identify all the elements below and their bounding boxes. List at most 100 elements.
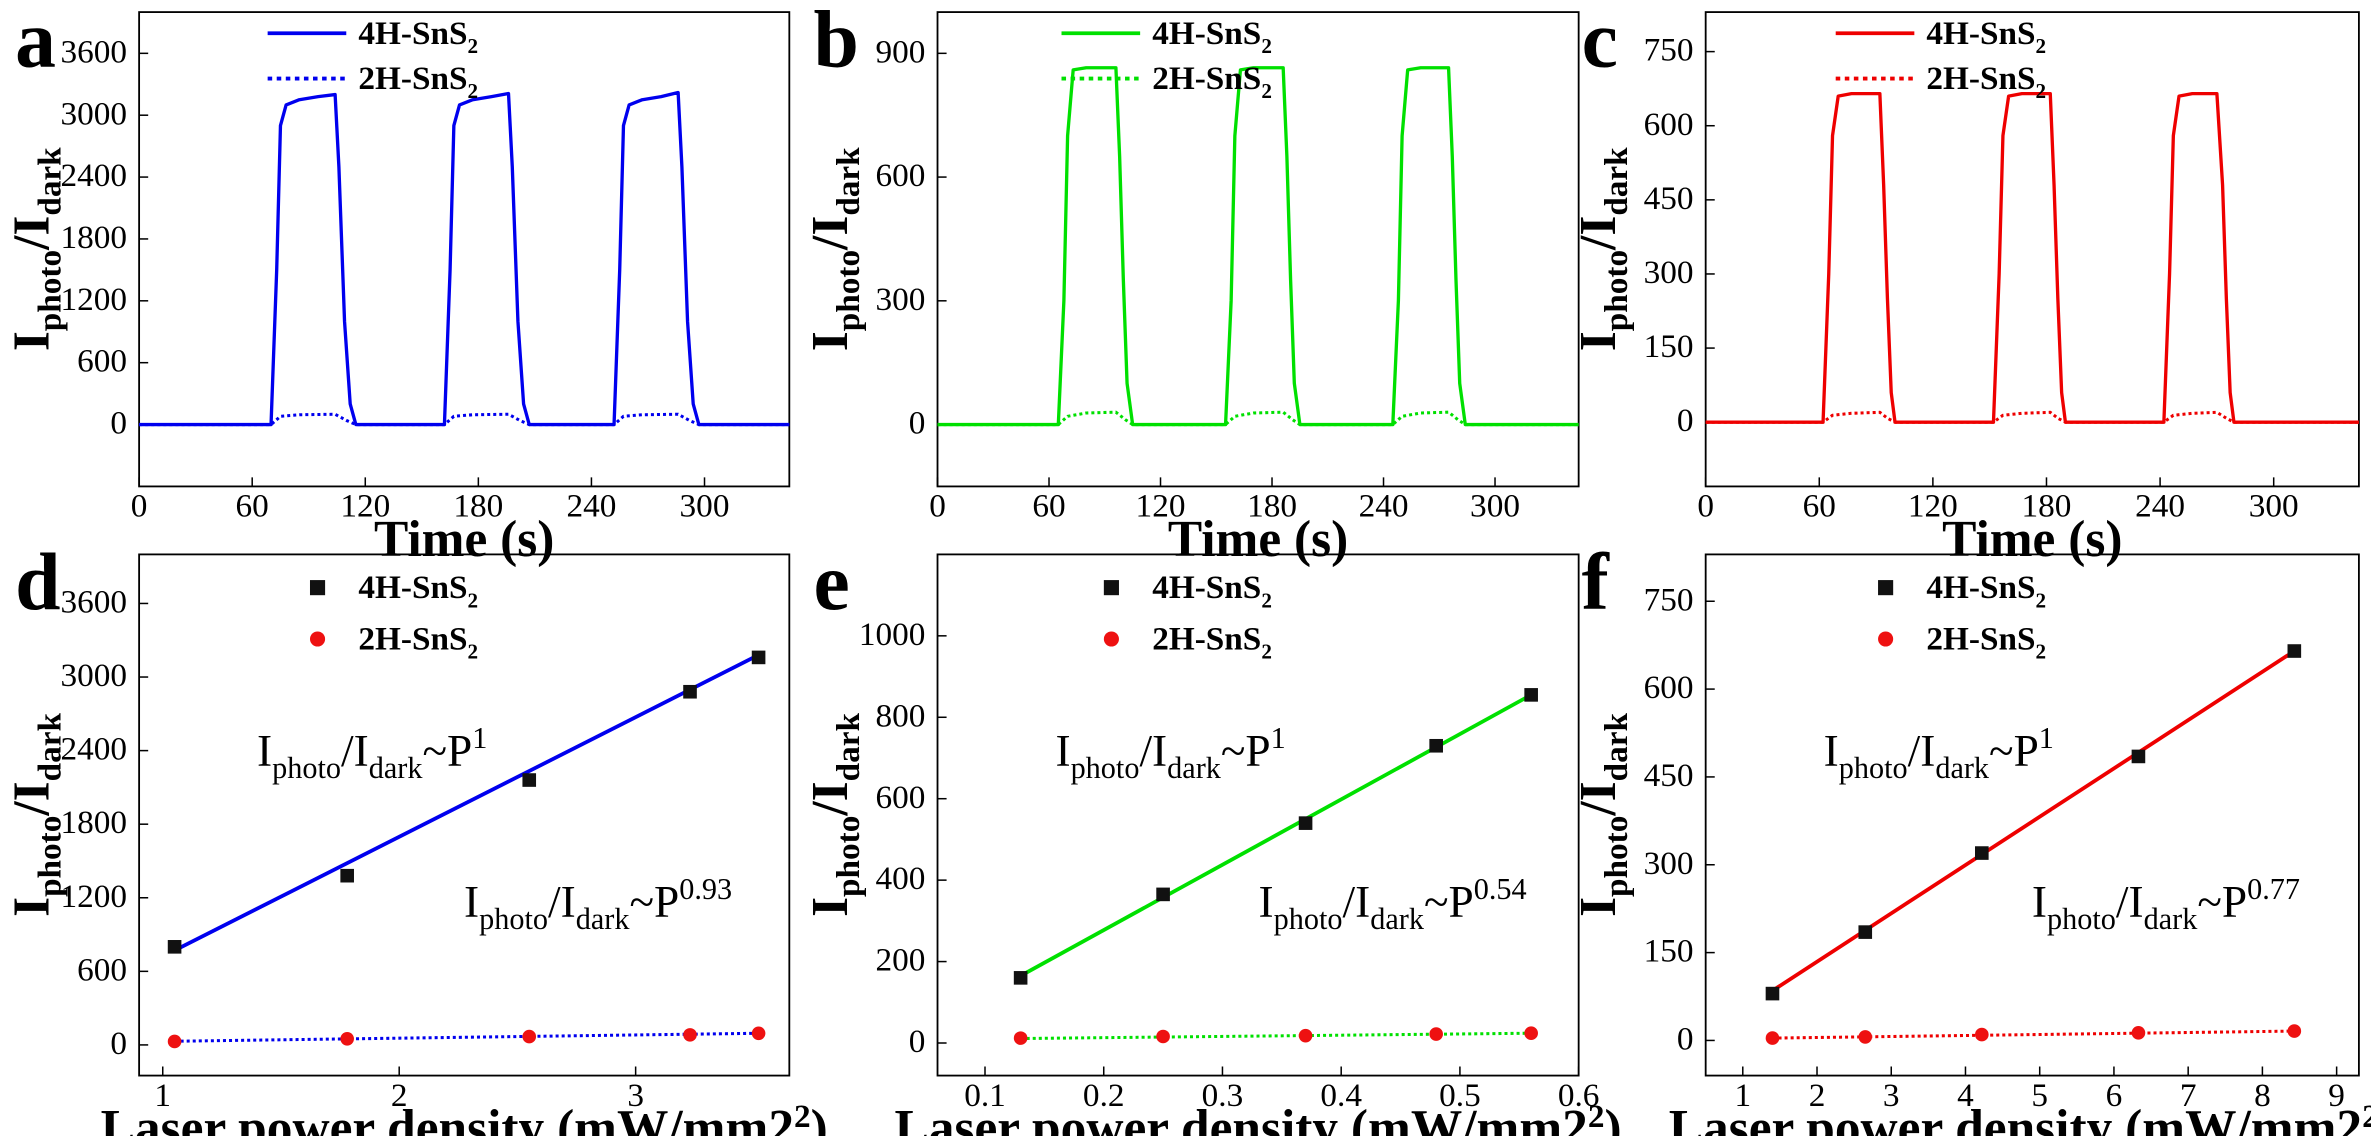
y-tick-label: 900 — [876, 33, 926, 70]
fit-line-2h — [1772, 1029, 2295, 1040]
y-tick-label: 600 — [1644, 669, 1694, 706]
x-tick-label: 3 — [1883, 1077, 1900, 1114]
annotation-power-law: Iphoto/Idark~P0.54 — [1259, 872, 1527, 936]
x-axis-label: Laser power density (mW/mm22) — [895, 1098, 1622, 1136]
x-axis-label: Laser power density (mW/mm22) — [1669, 1098, 2371, 1136]
y-tick-label: 2400 — [60, 157, 127, 194]
x-tick-label: 2 — [391, 1077, 408, 1114]
panel-f: 1 2 3 4 5 6 7 8 9 0 150 300 450 600 750 Laser power den… — [1570, 536, 2371, 1136]
legend-marker — [1878, 631, 1894, 647]
legend-entry: 2H-SnS2 — [1152, 621, 1272, 664]
x-axis-label: Time (s) — [1168, 511, 1348, 568]
y-tick-label: 150 — [1644, 933, 1694, 970]
series-line-2h — [937, 410, 1579, 427]
x-tick-label: 0.6 — [1558, 1077, 1600, 1114]
plot-frame — [1704, 553, 2360, 1077]
y-tick-label: 300 — [1644, 845, 1694, 882]
y-tick-label: 3600 — [60, 33, 127, 70]
y-tick-label: 0 — [1677, 1021, 1694, 1058]
x-tick-label: 300 — [1470, 488, 1520, 525]
legend-marker — [309, 631, 326, 647]
series-line-4h — [139, 90, 790, 427]
data-point-2h — [1524, 1026, 1538, 1041]
y-tick-label: 300 — [1644, 254, 1694, 291]
legend-marker — [1878, 580, 1894, 596]
y-axis-label: Iphoto/Idark — [1570, 713, 1635, 917]
x-tick-label: 60 — [1032, 488, 1065, 525]
x-tick-label: 0.5 — [1439, 1077, 1481, 1114]
x-axis-label: Time (s) — [1942, 511, 2122, 568]
y-tick-label: 800 — [876, 697, 926, 734]
legend-entry: 4H-SnS2 — [1152, 569, 1272, 612]
y-tick-label: 400 — [876, 860, 926, 897]
y-tick-label: 0 — [1677, 402, 1694, 439]
y-tick-label: 0 — [110, 405, 127, 442]
x-axis-label: Time (s) — [374, 511, 554, 568]
x-tick-label: 1 — [1734, 1077, 1751, 1114]
x-tick-label: 0.1 — [964, 1077, 1006, 1114]
series-line-4h — [1705, 91, 2359, 424]
plot-frame — [936, 553, 1580, 1077]
x-tick-label: 180 — [1247, 488, 1297, 525]
panel-letter: f — [1582, 536, 1610, 627]
legend-entry: 4H-SnS2 — [358, 15, 478, 58]
y-tick-label: 150 — [1644, 328, 1694, 365]
data-point-4h — [1298, 816, 1313, 830]
data-point-4h — [1858, 925, 1873, 939]
panel-letter: e — [814, 536, 850, 627]
data-point-4h — [340, 868, 354, 883]
data-point-2h — [1013, 1031, 1028, 1045]
fit-line-4h — [1771, 649, 2296, 993]
y-axis-label: Iphoto/Idark — [3, 713, 68, 917]
x-axis-label: Laser power density (mW/mm22) — [101, 1098, 828, 1136]
panel-a: 0 60 120 180 240 300060012001800240030003600T… — [3, 0, 791, 568]
panel-d: 1 2 3 0 600 1200 1800 2400 3000 3600 Laser power d… — [3, 536, 827, 1136]
y-tick-label: 750 — [1644, 581, 1694, 618]
x-tick-label: 60 — [236, 488, 269, 525]
data-point-2h — [2287, 1024, 2302, 1038]
figure-root: 0 60 120 180 240 300060012001800240030003600T… — [3, 0, 2371, 1136]
annotation-power-law: Iphoto/Idark~P1 — [1824, 721, 2054, 785]
legend-marker — [1103, 580, 1119, 596]
y-tick-label: 0 — [110, 1025, 127, 1062]
y-axis-label: Iphoto/Idark — [802, 147, 867, 351]
x-tick-label: 120 — [1908, 488, 1958, 525]
plot-frame — [1704, 11, 2360, 488]
panel-c: 0 60 120 180 240 300 0 150 300 450 600 750 Time (s) I… — [1570, 0, 2360, 568]
x-tick-label: 9 — [2328, 1077, 2345, 1114]
data-point-4h — [1524, 688, 1538, 702]
data-point-2h — [522, 1029, 537, 1044]
x-tick-label: 180 — [453, 488, 503, 525]
x-tick-label: 180 — [2022, 488, 2072, 525]
legend-entry: 2H-SnS2 — [358, 621, 478, 664]
x-tick-label: 60 — [1803, 488, 1836, 525]
fit-line-4h — [173, 653, 760, 953]
panel-letter: c — [1582, 0, 1618, 84]
y-axis-label: Iphoto/Idark — [802, 713, 867, 917]
legend-entry: 4H-SnS2 — [1152, 15, 1272, 58]
data-point-2h — [751, 1026, 766, 1041]
series-line-2h — [1705, 410, 2359, 424]
data-point-2h — [2131, 1026, 2146, 1040]
y-tick-label: 750 — [1644, 32, 1694, 69]
annotation-power-law: Iphoto/Idark~P1 — [1055, 721, 1285, 785]
data-point-2h — [340, 1031, 354, 1046]
y-axis-label: Iphoto/Idark — [1570, 147, 1635, 351]
legend-entry: 2H-SnS2 — [1152, 60, 1272, 103]
x-tick-label: 5 — [2031, 1077, 2048, 1114]
y-tick-label: 3000 — [60, 95, 127, 132]
x-tick-label: 300 — [2249, 488, 2299, 525]
fit-line-4h — [1019, 693, 1533, 978]
legend-entry: 2H-SnS2 — [1926, 60, 2046, 103]
x-tick-label: 8 — [2254, 1077, 2271, 1114]
data-point-2h — [1298, 1028, 1313, 1043]
y-tick-label: 1800 — [60, 804, 127, 841]
legend-marker — [1103, 631, 1119, 647]
data-point-4h — [1156, 887, 1170, 902]
y-tick-label: 200 — [876, 942, 926, 979]
y-tick-label: 450 — [1644, 180, 1694, 217]
y-tick-label: 1200 — [60, 878, 127, 915]
data-point-4h — [2287, 644, 2302, 658]
plot-frame — [138, 11, 791, 488]
x-tick-label: 3 — [627, 1077, 644, 1114]
